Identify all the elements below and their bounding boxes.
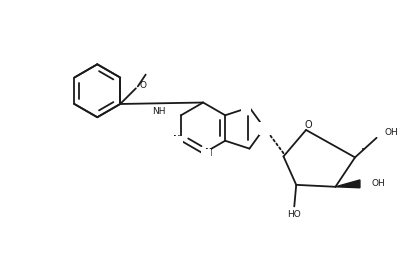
Text: N: N — [265, 122, 273, 132]
Text: N: N — [265, 123, 273, 133]
Text: HO: HO — [287, 210, 301, 219]
Bar — [259, 122, 274, 135]
Text: N: N — [241, 103, 248, 113]
Bar — [173, 136, 183, 146]
Text: N: N — [173, 135, 180, 145]
Text: NH: NH — [152, 106, 166, 116]
Text: N: N — [205, 147, 212, 157]
Text: N: N — [266, 122, 274, 132]
Bar — [241, 102, 251, 112]
Text: •: • — [277, 146, 280, 151]
Bar — [201, 148, 211, 158]
Text: N: N — [173, 135, 180, 145]
Text: N: N — [205, 147, 212, 157]
Text: OH: OH — [372, 179, 385, 188]
Text: N: N — [241, 103, 248, 113]
Text: •: • — [361, 146, 365, 153]
Text: OH: OH — [384, 129, 398, 137]
Polygon shape — [336, 180, 360, 188]
Text: O: O — [140, 81, 147, 90]
Text: O: O — [304, 120, 312, 130]
